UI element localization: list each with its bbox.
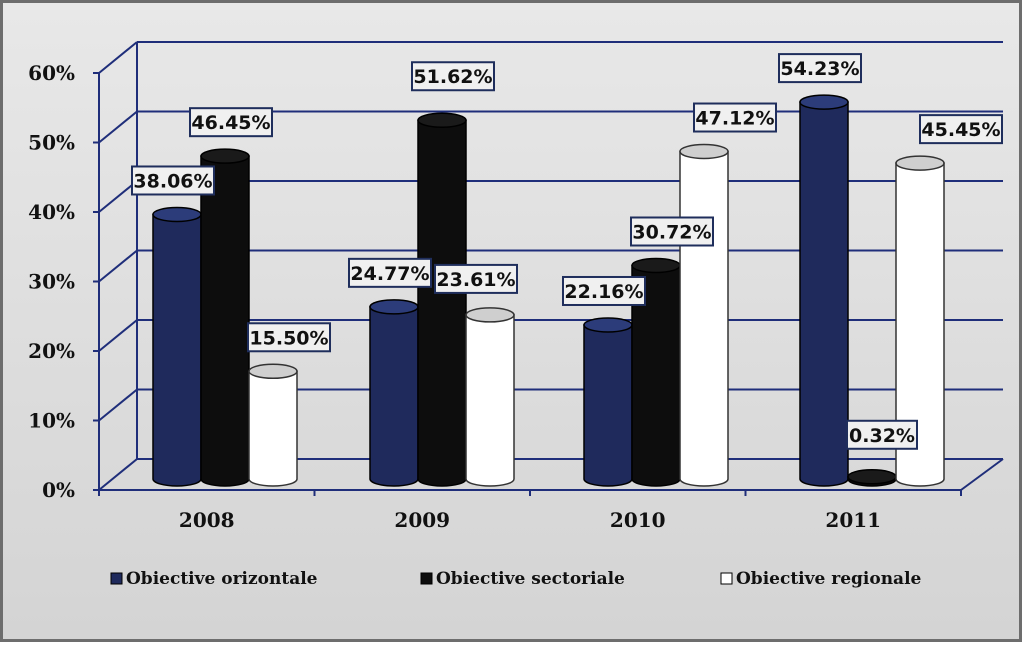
data-label-text: 23.61% xyxy=(436,269,515,291)
floor-edge xyxy=(960,458,1004,491)
data-label-box xyxy=(630,216,714,247)
data-label-box xyxy=(846,419,918,450)
data-label-box xyxy=(131,165,215,196)
bar-top xyxy=(417,112,467,128)
bar-top xyxy=(847,469,897,485)
bar xyxy=(369,306,419,487)
bar xyxy=(895,162,945,487)
legend-label: Obiective orizontale xyxy=(126,569,318,589)
data-label-text: 22.16% xyxy=(564,281,643,303)
x-tick-label: 2009 xyxy=(394,508,450,532)
bar-top xyxy=(799,94,849,110)
data-label-text: 24.77% xyxy=(350,263,429,285)
gridline-depth xyxy=(98,110,138,144)
gridline-depth xyxy=(98,180,138,213)
data-label-box xyxy=(247,322,331,353)
data-labels-layer: 38.06% 24.77% 22.16% 54.23% 46.45% 51.62% 30.7… xyxy=(131,53,1003,450)
legend-swatch xyxy=(420,572,433,585)
y-tick-label: 0% xyxy=(42,478,75,502)
legend-label: Obiective regionale xyxy=(736,569,922,589)
data-label: 23.61% xyxy=(434,263,518,294)
bar-top xyxy=(583,317,633,333)
data-label-box xyxy=(434,263,518,294)
gridline-depth xyxy=(98,319,138,352)
x-tick-label: 2008 xyxy=(179,508,235,532)
gridline-depth xyxy=(98,388,138,422)
data-label: 24.77% xyxy=(348,257,432,288)
data-label: 0.32% xyxy=(846,419,918,450)
bar xyxy=(200,155,250,487)
y-tick-label: 30% xyxy=(28,270,75,294)
bars-layer xyxy=(152,94,945,487)
legend-swatch xyxy=(110,572,123,585)
bar-top xyxy=(369,299,419,315)
data-label: 15.50% xyxy=(247,322,331,353)
data-label: 46.45% xyxy=(189,107,273,138)
x-tick-label: 2010 xyxy=(610,508,666,532)
data-label: 22.16% xyxy=(562,275,646,306)
bar xyxy=(248,370,298,487)
gridline-depth xyxy=(98,458,138,491)
data-label: 45.45% xyxy=(919,114,1003,145)
y-tick-label: 20% xyxy=(28,339,75,363)
legend: Obiective orizontale Obiective sectoriale… xyxy=(110,569,922,589)
data-label: 38.06% xyxy=(131,165,215,196)
data-label-box xyxy=(562,275,646,306)
data-label-box xyxy=(411,61,495,92)
bar xyxy=(152,213,202,487)
bar-top xyxy=(465,307,515,323)
data-label: 54.23% xyxy=(778,53,862,84)
bar-top xyxy=(679,143,729,160)
bar xyxy=(583,324,633,487)
data-label-text: 45.45% xyxy=(921,119,1000,141)
data-label-text: 46.45% xyxy=(191,112,270,134)
data-label-text: 54.23% xyxy=(780,58,859,80)
data-label-box xyxy=(919,114,1003,145)
data-label-box xyxy=(348,257,432,288)
data-label-box xyxy=(778,53,862,84)
data-label-box xyxy=(693,102,777,133)
grid-layer: 0% 10% 20% 30% 40% 50% 60% 2008 2009 2010 2011 xyxy=(28,41,1004,532)
data-label-text: 47.12% xyxy=(695,108,774,130)
bar xyxy=(679,150,729,487)
y-tick-label: 10% xyxy=(28,409,75,433)
y-tick-label: 50% xyxy=(28,131,75,155)
bar xyxy=(799,101,849,487)
legend-swatch xyxy=(720,572,733,585)
bar-top xyxy=(152,206,202,223)
x-tick-label: 2011 xyxy=(825,508,881,532)
data-label-text: 15.50% xyxy=(249,327,328,349)
bar-top xyxy=(248,363,298,380)
bar-top xyxy=(200,148,250,164)
data-label: 51.62% xyxy=(411,61,495,92)
bar xyxy=(465,314,515,487)
data-label-text: 0.32% xyxy=(849,425,915,447)
data-label: 30.72% xyxy=(630,216,714,247)
bar-top xyxy=(631,257,681,274)
data-label-text: 51.62% xyxy=(413,66,492,88)
data-label: 47.12% xyxy=(693,102,777,133)
bar-top xyxy=(895,155,945,171)
y-tick-label: 60% xyxy=(28,61,75,85)
chart-canvas: 0% 10% 20% 30% 40% 50% 60% 2008 2009 2010 2011 38.… xyxy=(28,41,1004,589)
gridline-depth xyxy=(98,249,138,283)
gridline-depth xyxy=(98,41,138,74)
data-label-box xyxy=(189,107,273,138)
legend-label: Obiective sectoriale xyxy=(436,569,625,589)
data-label-text: 38.06% xyxy=(133,170,212,192)
data-label-text: 30.72% xyxy=(632,221,711,243)
y-tick-label: 40% xyxy=(28,200,75,224)
bar xyxy=(417,119,467,487)
